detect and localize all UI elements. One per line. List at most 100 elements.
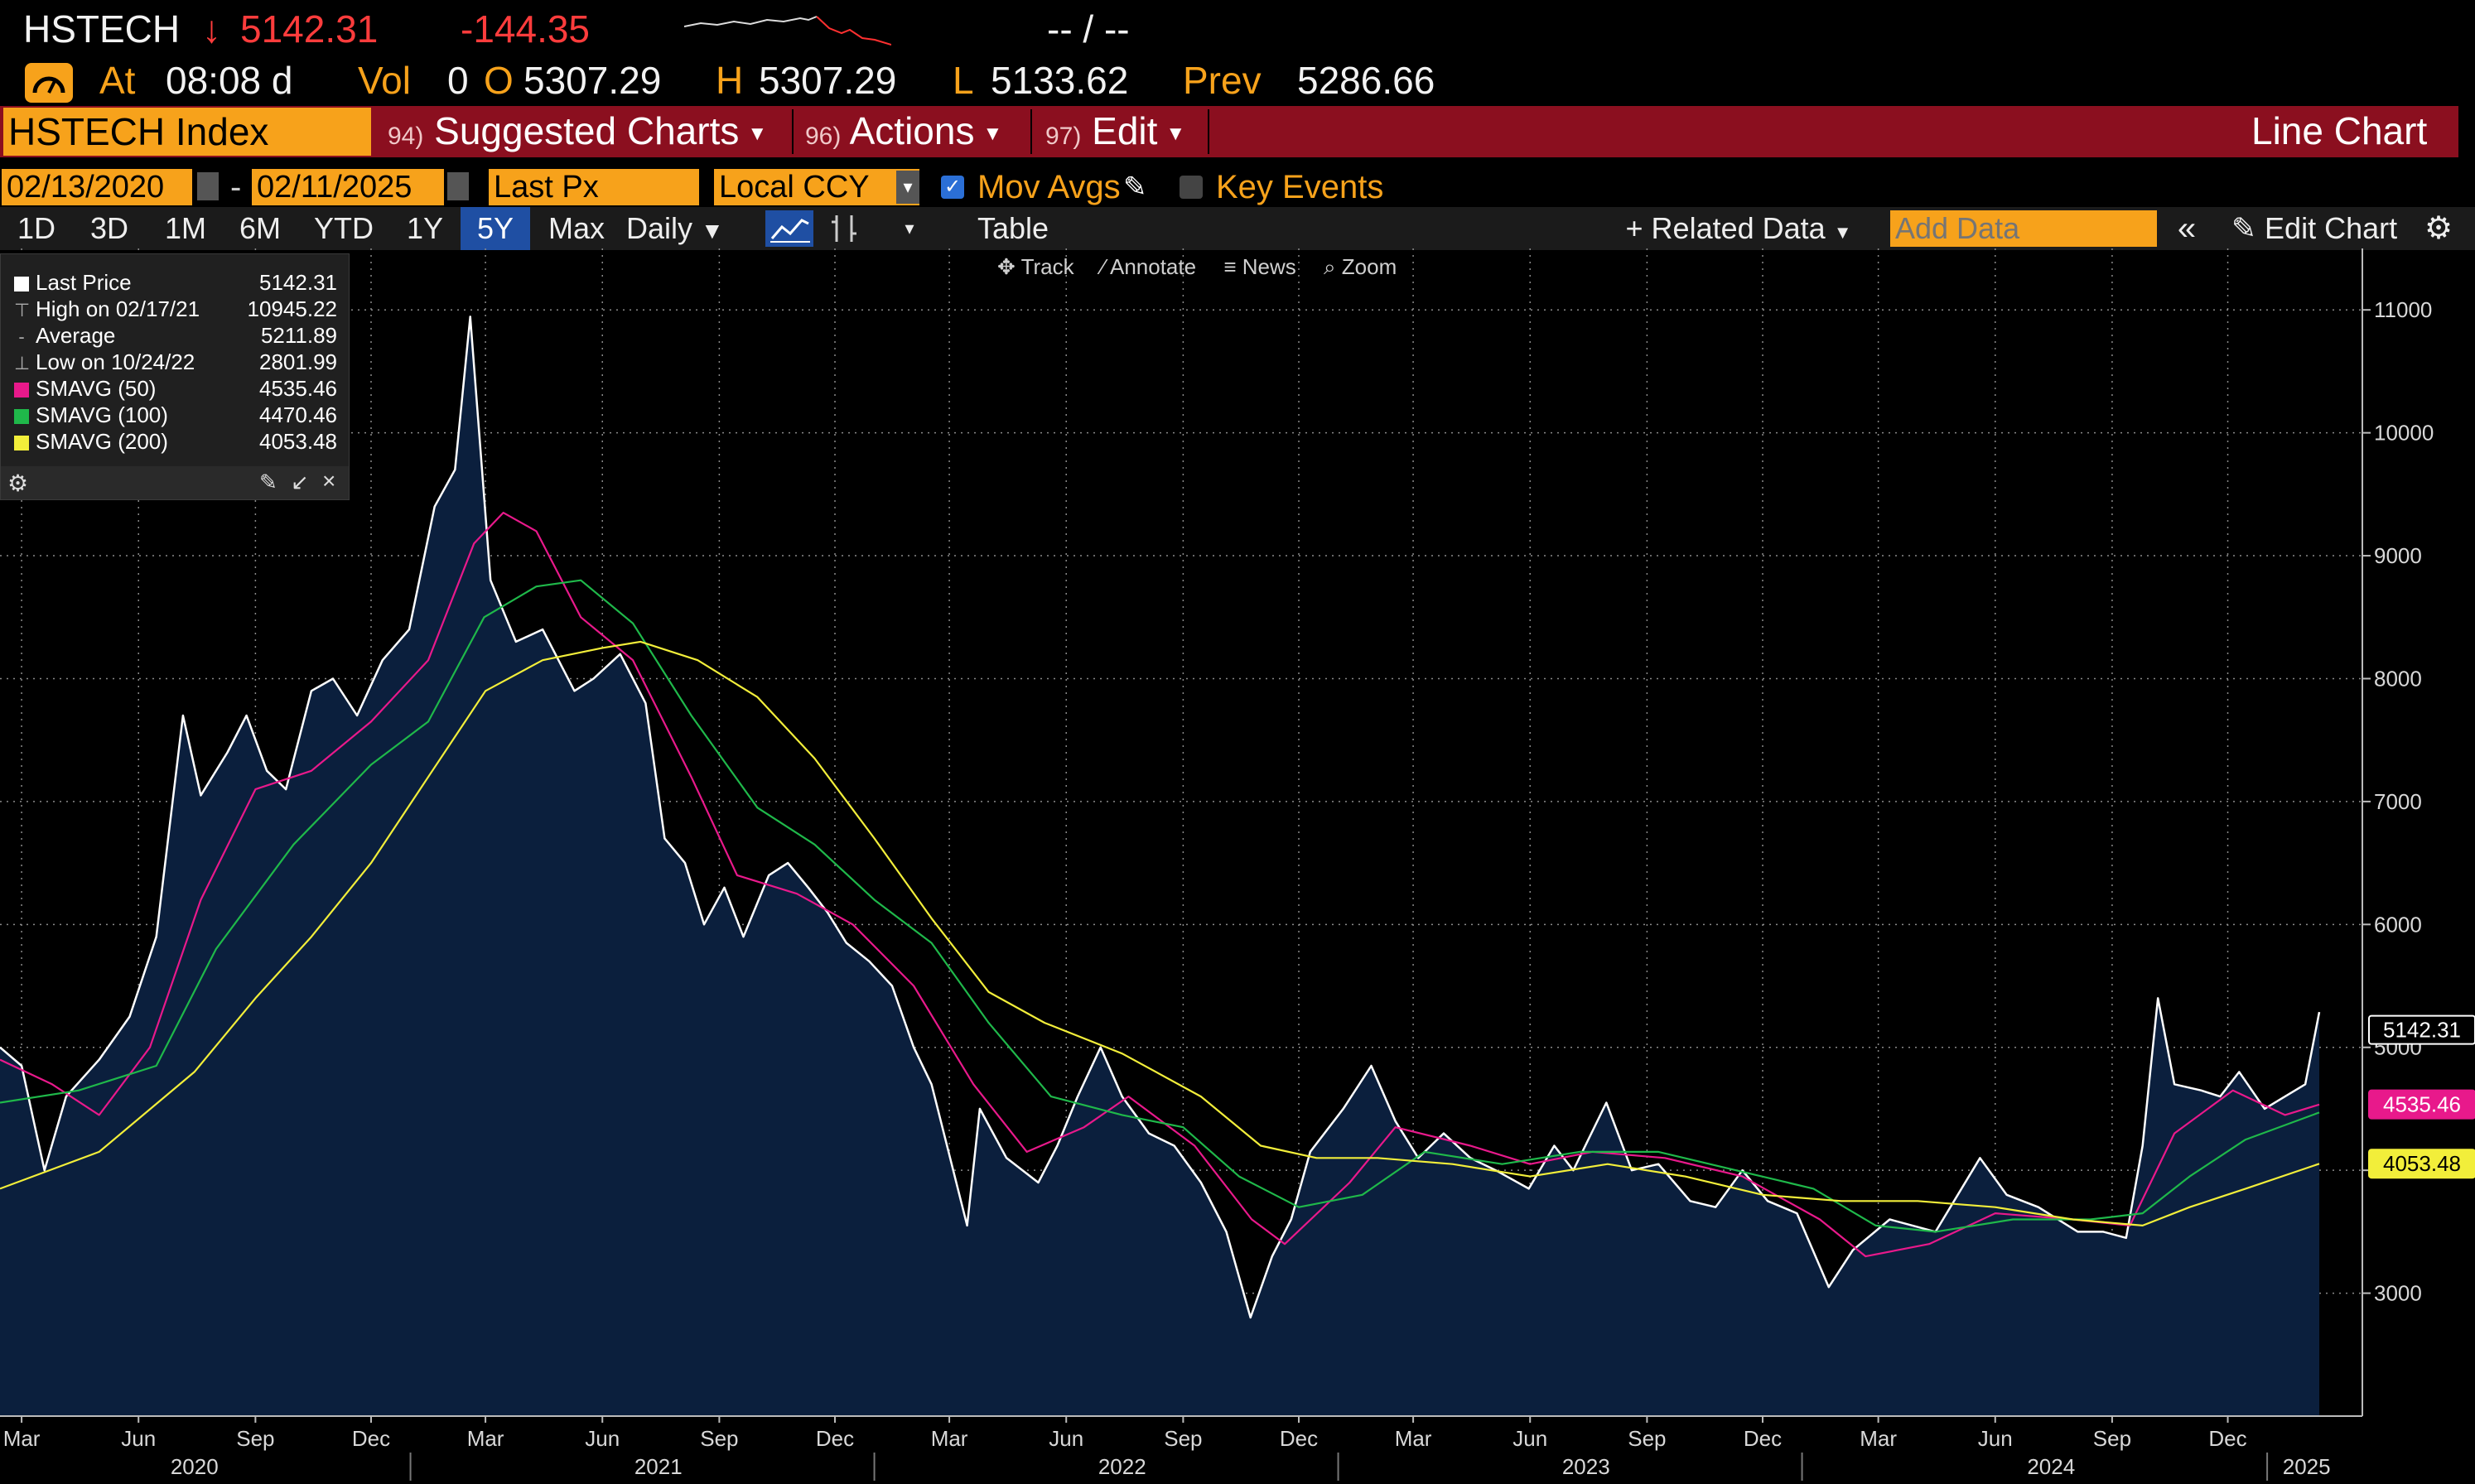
- pin-icon[interactable]: ✎: [259, 470, 277, 494]
- edit-menu[interactable]: 97) Edit ▼: [1045, 106, 1185, 161]
- bar-chart-icon[interactable]: [823, 210, 865, 247]
- period-tab-1y[interactable]: 1Y: [406, 211, 444, 245]
- chart-style-dropdown-icon[interactable]: ▾: [905, 218, 914, 238]
- period-tab-1d[interactable]: 1D: [17, 211, 56, 245]
- zoom-button[interactable]: Zoom: [1341, 254, 1397, 279]
- x-tick-label: Dec: [1744, 1426, 1782, 1451]
- legend-value: 4470.46: [259, 402, 337, 427]
- value-tag-label: 5142.31: [2383, 1018, 2461, 1043]
- value-tag-label: 4053.48: [2383, 1151, 2461, 1176]
- legend-swatch: [14, 383, 29, 398]
- y-tick-label: 6000: [2374, 912, 2422, 937]
- period-tab-ytd[interactable]: YTD: [314, 211, 374, 245]
- security-field[interactable]: HSTECH Index: [3, 108, 371, 156]
- mov-avgs-label[interactable]: Mov Avgs: [977, 169, 1121, 205]
- add-data-input[interactable]: [1890, 210, 2157, 247]
- annotate-icon: ⁄: [1101, 254, 1106, 279]
- gauge-icon[interactable]: [25, 63, 73, 103]
- x-tick-label: Sep: [2093, 1426, 2131, 1451]
- suggested-charts-menu[interactable]: 94) Suggested Charts ▼: [388, 106, 767, 161]
- related-data-button[interactable]: + Related Data ▼: [1619, 207, 1859, 250]
- key-events-checkbox[interactable]: [1180, 176, 1203, 199]
- track-button[interactable]: Track: [1020, 254, 1074, 279]
- low-value: 5133.62: [991, 59, 1129, 102]
- low-label: L: [953, 59, 974, 102]
- at-label: At: [99, 59, 136, 102]
- legend-value: 4053.48: [259, 429, 337, 454]
- mov-avgs-checkbox[interactable]: ✓: [941, 176, 964, 199]
- x-tick-label: Dec: [352, 1426, 390, 1451]
- x-tick-label: Jun: [1512, 1426, 1547, 1451]
- start-date-field[interactable]: 02/13/2020: [2, 169, 192, 205]
- annotate-button[interactable]: Annotate: [1109, 254, 1197, 279]
- gear-icon[interactable]: ⚙: [7, 470, 29, 496]
- minimize-icon[interactable]: ↙: [291, 470, 309, 494]
- currency-select[interactable]: Local CCY: [714, 169, 919, 205]
- frequency-label: Daily: [626, 211, 693, 245]
- end-date-field[interactable]: 02/11/2025: [252, 169, 444, 205]
- x-tick-label: Dec: [2208, 1426, 2246, 1451]
- chart-type-label[interactable]: Line Chart: [2251, 109, 2428, 152]
- gear-icon[interactable]: ⚙: [2424, 211, 2453, 246]
- price-field-select[interactable]: Last Px: [489, 169, 699, 205]
- caret-down-icon: ▼: [747, 122, 768, 145]
- news-button[interactable]: News: [1242, 254, 1296, 279]
- series-line-smavg-100: [0, 579, 2320, 1233]
- period-tab-6m[interactable]: 6M: [239, 211, 281, 245]
- x-tick-label: Mar: [467, 1426, 504, 1451]
- period-tab-3d[interactable]: 3D: [89, 211, 129, 245]
- ticker-symbol: HSTECH: [23, 7, 181, 51]
- volume-label: Vol: [358, 59, 411, 102]
- y-tick-label: 3000: [2374, 1281, 2422, 1306]
- plus-icon: +: [1625, 211, 1643, 245]
- table-button[interactable]: Table: [977, 211, 1049, 245]
- period-tab-1m[interactable]: 1M: [164, 211, 206, 245]
- key-events-label[interactable]: Key Events: [1216, 169, 1384, 205]
- y-tick-label: 9000: [2374, 543, 2422, 568]
- chart-legend[interactable]: Last Price 5142.31 ⊤ High on 02/17/21 10945…: [0, 253, 350, 500]
- edit-chart-button[interactable]: ✎ Edit Chart: [2215, 207, 2414, 250]
- period-tab-5y[interactable]: 5Y: [461, 207, 530, 250]
- x-tick-label: Jun: [585, 1426, 620, 1451]
- close-icon[interactable]: ×: [322, 468, 336, 494]
- legend-value: 5211.89: [260, 323, 337, 348]
- collapse-icon[interactable]: «: [2177, 210, 2197, 247]
- prev-value: 5286.66: [1297, 59, 1435, 102]
- pencil-icon[interactable]: ✎: [1123, 171, 1147, 203]
- dropdown-arrow-icon[interactable]: ▾: [896, 171, 919, 204]
- x-tick-label: Mar: [1395, 1426, 1432, 1451]
- menu-divider: [792, 109, 794, 154]
- net-change: -144.35: [461, 7, 591, 51]
- pencil-icon: ✎: [2231, 211, 2257, 245]
- menu-number: 97): [1045, 123, 1082, 150]
- series-line-last-price: [0, 316, 2321, 1319]
- calendar-icon[interactable]: [197, 172, 219, 200]
- chart-subtoolbar: ✥ Track ⁄ Annotate ≡ News ⌕ Zoom: [997, 252, 1397, 282]
- year-label: 2022: [1098, 1454, 1146, 1479]
- caret-down-icon: ▼: [701, 218, 724, 243]
- legend-label: SMAVG (100): [36, 402, 168, 427]
- calendar-icon[interactable]: [447, 172, 469, 200]
- quote-time: 08:08 d: [166, 59, 293, 102]
- edit-chart-label: Edit Chart: [2265, 211, 2398, 245]
- legend-row: SMAVG (200) 4053.48: [14, 428, 337, 455]
- caret-down-icon: ▼: [1833, 222, 1852, 243]
- legend-footer: ⚙ ✎ ↙ ×: [1, 466, 349, 499]
- legend-swatch: [14, 409, 29, 425]
- actions-menu[interactable]: 96) Actions ▼: [805, 106, 1002, 161]
- zoom-icon: ⌕: [1323, 254, 1336, 279]
- low-marker-icon: ⊥: [14, 353, 31, 374]
- track-icon: ✥: [997, 254, 1016, 279]
- related-data-label: Related Data: [1651, 211, 1826, 245]
- legend-swatch: [14, 277, 29, 292]
- chart-lines: [0, 316, 2321, 1319]
- legend-row: SMAVG (100) 4470.46: [14, 402, 337, 428]
- x-tick-label: Dec: [816, 1426, 854, 1451]
- frequency-select[interactable]: Daily ▼: [626, 207, 744, 250]
- period-tab-max[interactable]: Max: [548, 211, 605, 245]
- line-chart-icon[interactable]: [765, 210, 813, 247]
- year-label: 2024: [2027, 1454, 2075, 1479]
- legend-label: High on 02/17/21: [36, 296, 200, 321]
- legend-label: Last Price: [36, 270, 132, 295]
